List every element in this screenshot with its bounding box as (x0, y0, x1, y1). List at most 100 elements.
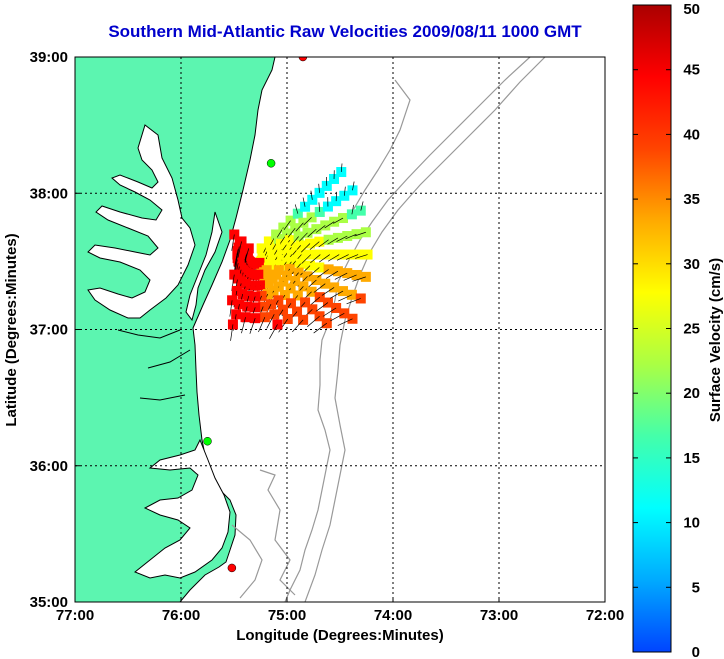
velocity-arrow (294, 204, 299, 214)
velocity-arrow (269, 324, 278, 339)
colorbar-tick-label: 35 (683, 191, 700, 208)
velocity-arrow (287, 227, 296, 238)
map-title: Southern Mid-Atlantic Raw Velocities 200… (108, 22, 582, 41)
x-ticks: 77:00 76:00 75:00 74:00 73:00 72:00 (56, 597, 624, 624)
velocity-arrow (329, 290, 344, 299)
velocity-arrow (231, 234, 235, 251)
bathymetry-contour-3 (351, 79, 411, 213)
velocity-arrow (325, 270, 339, 279)
velocity-arrow (352, 276, 366, 282)
colorbar-tick-label: 30 (683, 256, 700, 273)
velocity-arrow (340, 163, 343, 173)
velocity-arrow (266, 314, 275, 329)
colorbar (632, 4, 672, 653)
velocity-arrow (354, 231, 366, 237)
velocity-arrow (313, 322, 327, 334)
stations (203, 57, 308, 573)
velocity-arrow (300, 243, 311, 253)
velocity-arrow (343, 186, 346, 196)
y-tick-label: 35:00 (30, 594, 68, 611)
velocity-arrow (307, 316, 320, 327)
y-ticks: 39:00 38:00 37:00 36:00 35:00 (30, 49, 80, 611)
x-tick-label: 73:00 (480, 607, 518, 624)
velocity-arrow (300, 265, 311, 276)
james-river (117, 329, 191, 401)
gridlines (75, 57, 605, 602)
colorbar-tick-label: 25 (683, 321, 700, 338)
colorbar-tick-label: 20 (683, 385, 700, 402)
velocity-arrow (345, 233, 357, 240)
pamlico-sound (134, 438, 231, 579)
velocity-arrow (282, 239, 291, 251)
velocity-arrow (351, 204, 354, 215)
x-axis-label: Longitude (Degrees:Minutes) (236, 627, 444, 644)
velocity-cell (250, 313, 261, 324)
x-tick-label: 72:00 (586, 607, 624, 624)
velocity-arrow (346, 298, 361, 305)
velocity-arrow (241, 317, 246, 334)
velocity-arrow (278, 318, 289, 333)
velocity-arrow (295, 222, 304, 232)
velocity-arrow (308, 267, 320, 277)
velocity-arrow (345, 254, 359, 260)
velocity-arrow (310, 254, 321, 264)
colorbar-ticks: 0 5 10 15 20 25 30 35 40 45 50 (633, 1, 700, 659)
bathymetry-contour-2 (304, 57, 546, 602)
chesapeake-bay (87, 124, 196, 319)
velocity-arrow (324, 221, 335, 229)
velocity-arrow (333, 217, 344, 224)
velocity-arrow (249, 318, 256, 334)
velocity-arrow (327, 254, 340, 262)
velocity-arrow (336, 254, 349, 261)
colorbar-tick-label: 50 (683, 1, 700, 18)
colorbar-tick-label: 0 (692, 644, 700, 659)
velocity-arrow (283, 220, 291, 230)
velocity-arrow (237, 241, 242, 258)
delmarva-coast (185, 211, 223, 322)
colorbar-tick-label: 5 (692, 579, 700, 596)
velocity-arrow (315, 225, 326, 233)
station-north-marker (298, 57, 308, 62)
velocity-arrow (317, 269, 329, 278)
velocity-arrow (337, 318, 353, 326)
velocity-arrow (318, 239, 329, 248)
velocity-field (227, 163, 373, 341)
velocity-arrow (355, 254, 368, 259)
velocity-arrow (360, 201, 364, 211)
y-tick-label: 39:00 (30, 49, 68, 66)
velocity-arrow (234, 247, 239, 264)
velocity-arrow (310, 190, 313, 200)
velocity-arrow (301, 254, 312, 264)
x-tick-label: 77:00 (56, 607, 94, 624)
bathymetry-contour-4 (259, 469, 296, 596)
velocity-cell (250, 302, 261, 313)
velocity-arrow (313, 283, 326, 293)
velocity-arrow (292, 319, 304, 333)
velocity-arrow (334, 272, 348, 280)
station-delmarva-marker (266, 159, 276, 168)
y-tick-label: 38:00 (30, 185, 68, 202)
velocity-arrow (318, 254, 330, 263)
velocity-arrow (302, 197, 306, 207)
velocity-arrow (307, 228, 317, 238)
velocity-arrow (290, 236, 299, 247)
colorbar-tick-label: 10 (683, 515, 700, 532)
velocity-cell (250, 291, 261, 302)
x-tick-label: 75:00 (268, 607, 306, 624)
velocity-arrow (318, 202, 321, 212)
colorbar-tick-label: 40 (683, 126, 700, 143)
bathymetry-contour-5 (231, 524, 263, 599)
velocity-arrow (327, 237, 339, 245)
velocity-arrow (258, 317, 266, 333)
colorbar-tick-label: 45 (683, 62, 700, 79)
station-duck-marker (203, 436, 212, 446)
velocity-arrow (330, 313, 345, 322)
velocity-arrow (338, 294, 353, 302)
velocity-arrow (303, 217, 312, 226)
colorbar-label: Surface Velocity (cm/s) (707, 258, 724, 422)
velocity-arrow (230, 324, 234, 341)
velocity-arrow (322, 307, 337, 317)
station-hatteras-marker (227, 563, 237, 573)
x-tick-label: 76:00 (162, 607, 200, 624)
y-tick-label: 37:00 (30, 322, 68, 339)
